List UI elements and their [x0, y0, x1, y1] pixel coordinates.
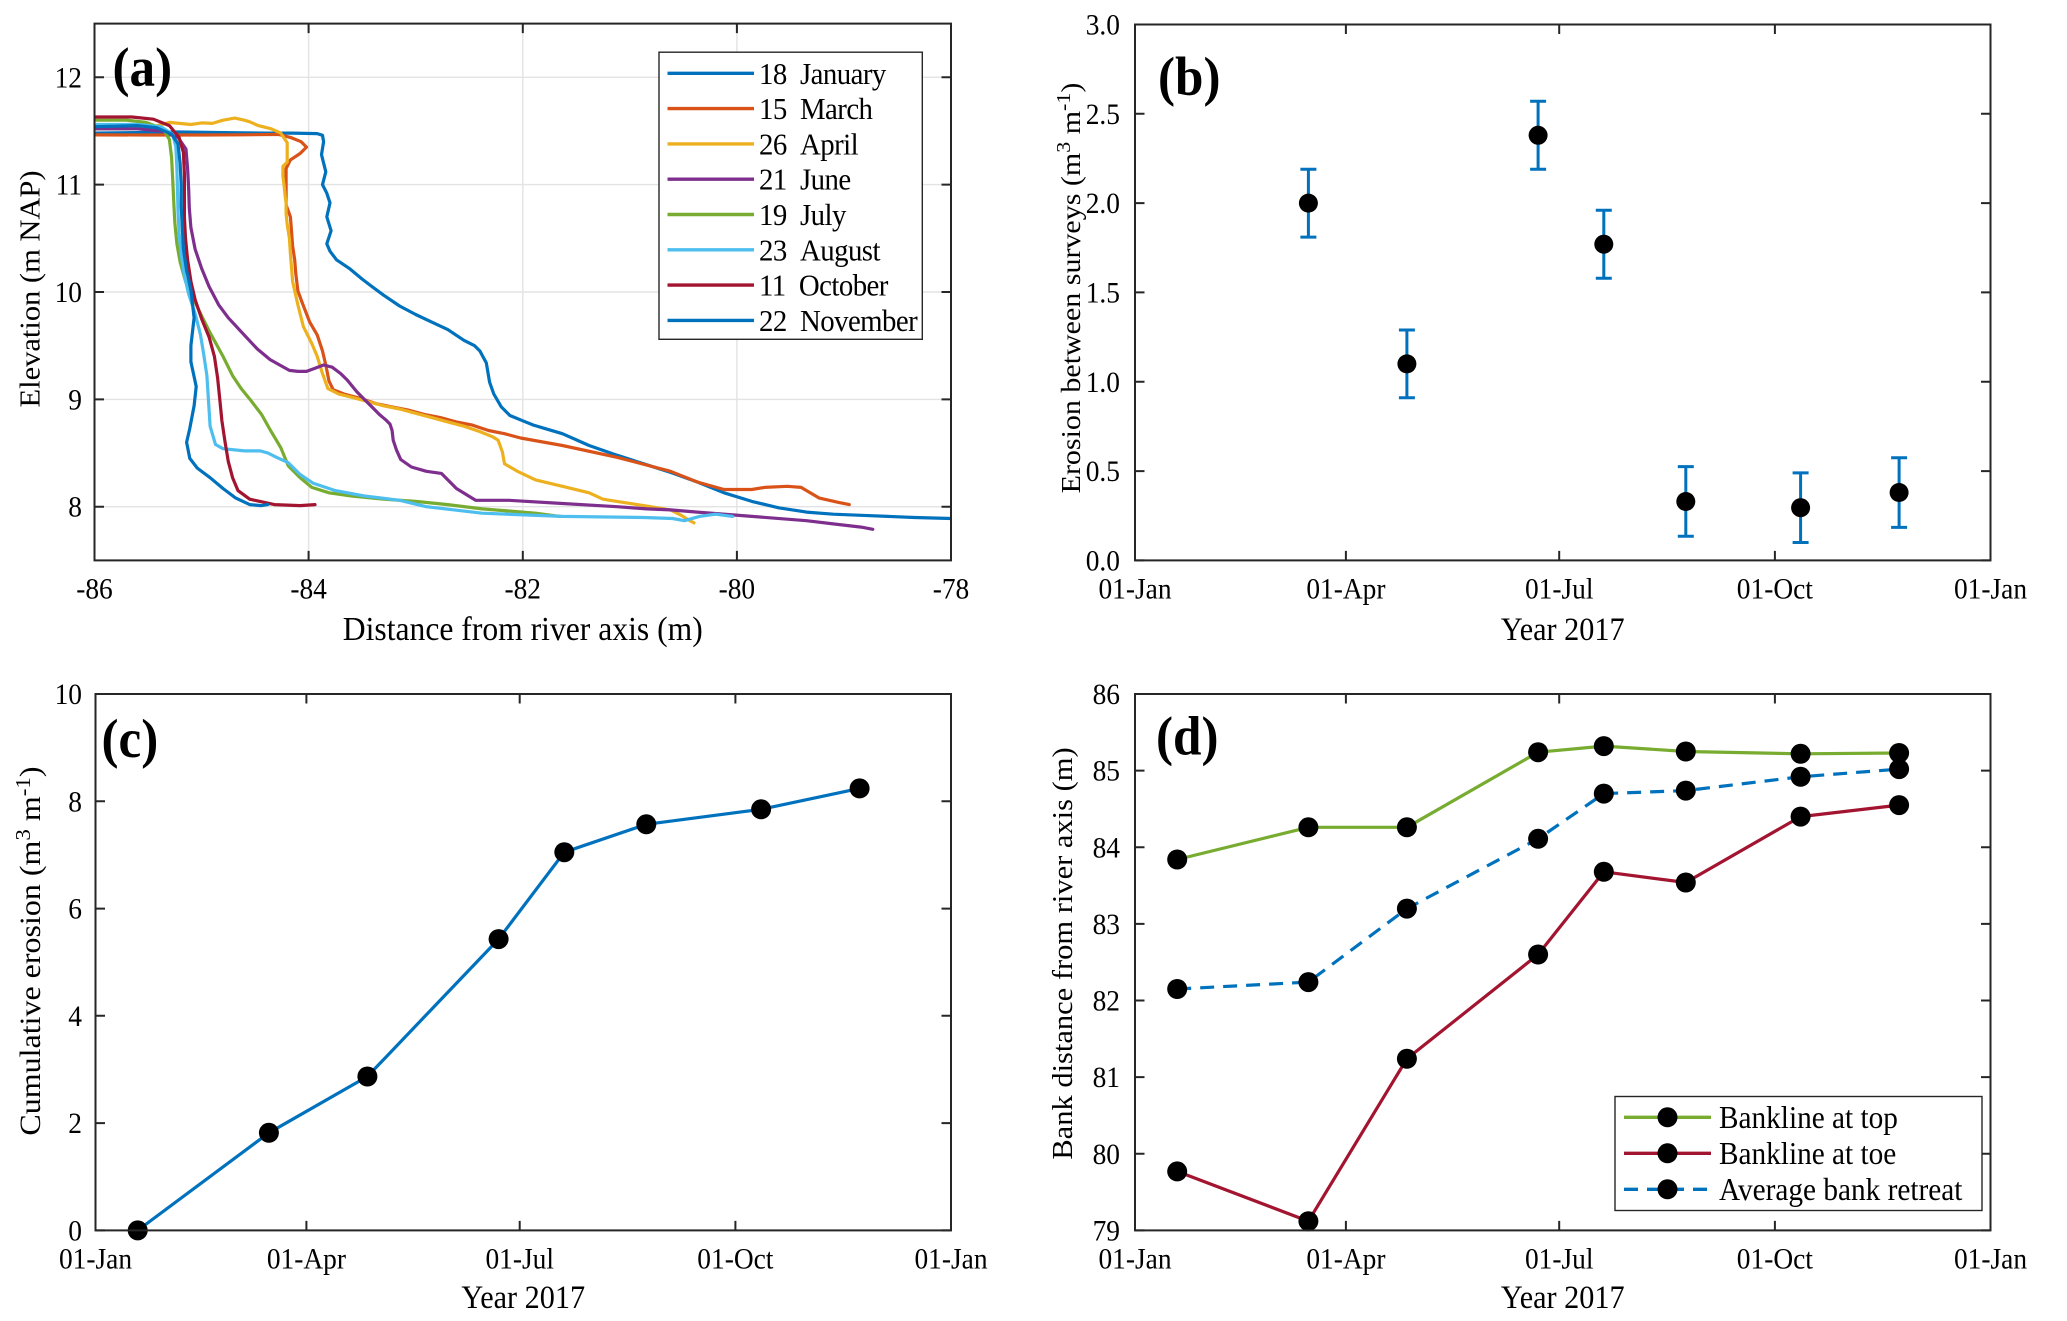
svg-text:15 March: 15 March: [759, 92, 873, 126]
svg-text:(a): (a): [113, 38, 173, 98]
svg-text:-84: -84: [290, 574, 327, 606]
svg-text:81: 81: [1093, 1062, 1120, 1094]
svg-text:-78: -78: [933, 574, 970, 606]
svg-text:01-Jan: 01-Jan: [1098, 574, 1171, 606]
svg-text:01-Oct: 01-Oct: [697, 1244, 773, 1276]
svg-text:0.0: 0.0: [1086, 546, 1120, 578]
svg-text:01-Oct: 01-Oct: [1737, 574, 1813, 606]
svg-text:10: 10: [55, 277, 82, 309]
svg-text:80: 80: [1093, 1139, 1120, 1171]
svg-text:(c): (c): [102, 709, 159, 769]
svg-text:01-Apr: 01-Apr: [267, 1244, 347, 1276]
svg-text:4: 4: [68, 1001, 82, 1033]
svg-text:01-Jan: 01-Jan: [1098, 1244, 1171, 1276]
svg-text:2.0: 2.0: [1086, 188, 1120, 220]
svg-text:1.0: 1.0: [1086, 367, 1120, 399]
svg-text:3.0: 3.0: [1086, 10, 1120, 42]
svg-text:Average bank retreat: Average bank retreat: [1719, 1172, 1963, 1207]
svg-text:85: 85: [1093, 756, 1120, 788]
svg-text:26 April: 26 April: [759, 127, 858, 161]
svg-text:0: 0: [68, 1216, 82, 1248]
svg-text:8: 8: [68, 492, 82, 524]
svg-text:Bankline at top: Bankline at top: [1719, 1100, 1898, 1135]
svg-text:Bankline at toe: Bankline at toe: [1719, 1136, 1896, 1171]
svg-text:Year 2017: Year 2017: [1501, 611, 1625, 647]
svg-text:-82: -82: [504, 574, 541, 606]
svg-text:2.5: 2.5: [1086, 99, 1120, 131]
svg-text:11: 11: [56, 170, 82, 202]
svg-text:79: 79: [1093, 1216, 1120, 1248]
svg-text:(b): (b): [1158, 47, 1220, 107]
svg-text:86: 86: [1093, 679, 1120, 711]
svg-text:6: 6: [68, 894, 82, 926]
svg-text:-80: -80: [719, 574, 756, 606]
svg-text:Elevation (m NAP): Elevation (m NAP): [15, 170, 46, 407]
svg-text:19 July: 19 July: [759, 198, 846, 232]
svg-text:01-Oct: 01-Oct: [1737, 1244, 1813, 1276]
svg-text:1.5: 1.5: [1086, 278, 1120, 310]
svg-text:84: 84: [1093, 832, 1120, 864]
svg-text:01-Jan: 01-Jan: [914, 1244, 987, 1276]
svg-text:(d): (d): [1156, 707, 1218, 767]
svg-text:Cumulative erosion (m3 m-1): Cumulative erosion (m3 m-1): [11, 766, 47, 1135]
svg-text:01-Apr: 01-Apr: [1306, 1244, 1386, 1276]
svg-text:01-Jul: 01-Jul: [1525, 1244, 1594, 1276]
svg-text:22 November: 22 November: [759, 304, 918, 338]
svg-text:18 January: 18 January: [759, 57, 886, 91]
svg-text:01-Jul: 01-Jul: [485, 1244, 554, 1276]
svg-text:12: 12: [55, 62, 82, 94]
svg-text:83: 83: [1093, 909, 1120, 941]
svg-text:01-Jan: 01-Jan: [1954, 1244, 2027, 1276]
svg-text:01-Jan: 01-Jan: [59, 1244, 132, 1276]
svg-text:8: 8: [68, 786, 82, 818]
svg-text:11 October: 11 October: [759, 269, 888, 303]
svg-text:Distance from river axis (m): Distance from river axis (m): [343, 611, 703, 648]
svg-text:Year 2017: Year 2017: [1501, 1279, 1625, 1315]
svg-text:-86: -86: [76, 574, 113, 606]
svg-text:Year 2017: Year 2017: [461, 1279, 585, 1315]
svg-text:10: 10: [55, 679, 82, 711]
svg-text:9: 9: [68, 385, 82, 417]
svg-text:23 August: 23 August: [759, 233, 881, 267]
svg-text:0.5: 0.5: [1086, 456, 1120, 488]
svg-text:01-Jan: 01-Jan: [1954, 574, 2027, 606]
svg-text:01-Apr: 01-Apr: [1306, 574, 1386, 606]
svg-text:2: 2: [68, 1108, 82, 1140]
svg-text:82: 82: [1093, 986, 1120, 1018]
svg-text:01-Jul: 01-Jul: [1525, 574, 1594, 606]
svg-text:21 June: 21 June: [759, 163, 851, 197]
svg-text:Bank distance from river axis: Bank distance from river axis (m): [1048, 747, 1079, 1159]
